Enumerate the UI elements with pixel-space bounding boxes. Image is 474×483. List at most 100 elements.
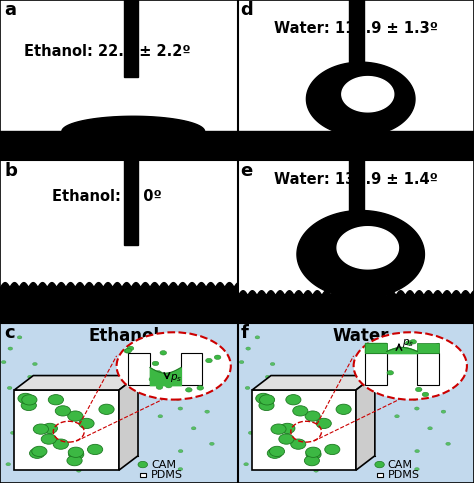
Circle shape — [149, 377, 155, 382]
Circle shape — [79, 418, 94, 428]
Text: Water: 138.9 ± 1.4º: Water: 138.9 ± 1.4º — [274, 172, 438, 187]
Bar — [349, 0, 364, 80]
Circle shape — [48, 395, 64, 405]
Circle shape — [270, 362, 275, 366]
Circle shape — [428, 426, 432, 430]
Circle shape — [436, 388, 440, 391]
Text: PDMS: PDMS — [388, 470, 420, 480]
Text: CAM: CAM — [388, 459, 413, 469]
Circle shape — [405, 386, 410, 389]
Circle shape — [415, 468, 419, 471]
Circle shape — [72, 431, 76, 435]
Circle shape — [305, 411, 320, 421]
Polygon shape — [252, 390, 356, 470]
Circle shape — [320, 461, 325, 465]
Circle shape — [258, 450, 263, 453]
Text: b: b — [5, 162, 18, 180]
Bar — [376, 473, 383, 477]
Circle shape — [279, 434, 294, 444]
Circle shape — [314, 469, 319, 472]
Circle shape — [155, 370, 162, 375]
Circle shape — [293, 406, 308, 416]
Circle shape — [205, 410, 210, 413]
Circle shape — [265, 375, 270, 379]
Text: e: e — [240, 162, 253, 180]
Circle shape — [178, 407, 182, 410]
Circle shape — [68, 411, 83, 421]
Circle shape — [291, 439, 306, 449]
Circle shape — [316, 418, 331, 428]
Bar — [181, 353, 202, 385]
Circle shape — [55, 406, 71, 416]
Polygon shape — [14, 390, 119, 470]
Text: c: c — [5, 324, 15, 342]
Circle shape — [244, 463, 248, 466]
Circle shape — [20, 450, 25, 453]
Circle shape — [99, 404, 114, 414]
Circle shape — [28, 407, 33, 410]
Circle shape — [304, 455, 319, 466]
Circle shape — [165, 384, 172, 388]
Circle shape — [191, 426, 196, 430]
Polygon shape — [14, 376, 138, 390]
Circle shape — [22, 395, 37, 405]
Polygon shape — [119, 376, 138, 470]
Bar — [349, 154, 364, 248]
Circle shape — [387, 370, 393, 375]
Circle shape — [214, 355, 221, 359]
Circle shape — [125, 348, 132, 353]
Circle shape — [7, 386, 12, 390]
Circle shape — [29, 448, 45, 458]
Circle shape — [415, 387, 422, 392]
Circle shape — [210, 442, 214, 445]
Circle shape — [60, 383, 64, 386]
Circle shape — [358, 416, 362, 420]
Circle shape — [255, 336, 260, 339]
Circle shape — [76, 469, 81, 472]
Polygon shape — [337, 227, 399, 269]
Circle shape — [158, 415, 163, 418]
Circle shape — [239, 360, 244, 364]
Circle shape — [138, 461, 147, 468]
Circle shape — [178, 468, 183, 471]
Bar — [124, 154, 138, 245]
Circle shape — [8, 347, 13, 350]
Circle shape — [375, 461, 384, 468]
Polygon shape — [252, 376, 375, 390]
Circle shape — [336, 404, 351, 414]
Ellipse shape — [354, 332, 467, 399]
Circle shape — [410, 340, 417, 344]
Circle shape — [70, 464, 75, 467]
Circle shape — [310, 403, 314, 406]
Circle shape — [33, 362, 37, 366]
Circle shape — [168, 386, 173, 389]
Circle shape — [17, 336, 22, 339]
Circle shape — [405, 341, 412, 345]
Bar — [128, 353, 150, 385]
Circle shape — [18, 393, 33, 404]
Text: $p_s$: $p_s$ — [171, 372, 183, 384]
Text: Water: 110.9 ± 1.3º: Water: 110.9 ± 1.3º — [274, 21, 438, 36]
Circle shape — [453, 349, 458, 352]
Polygon shape — [62, 116, 205, 131]
Circle shape — [306, 447, 321, 457]
Circle shape — [460, 366, 465, 369]
Polygon shape — [306, 62, 415, 136]
Circle shape — [309, 431, 314, 435]
Circle shape — [259, 400, 274, 411]
Circle shape — [199, 388, 204, 391]
Text: Ethanol: Ethanol — [88, 327, 159, 345]
Circle shape — [306, 449, 321, 459]
Bar — [124, 0, 138, 77]
Circle shape — [88, 444, 103, 455]
Circle shape — [260, 395, 274, 405]
Circle shape — [121, 416, 126, 420]
Circle shape — [156, 385, 163, 389]
Text: Water: Water — [332, 327, 389, 345]
Circle shape — [400, 373, 404, 376]
Circle shape — [90, 439, 94, 442]
Circle shape — [126, 452, 131, 455]
Circle shape — [32, 446, 47, 456]
Text: f: f — [240, 324, 248, 342]
Circle shape — [271, 424, 286, 434]
